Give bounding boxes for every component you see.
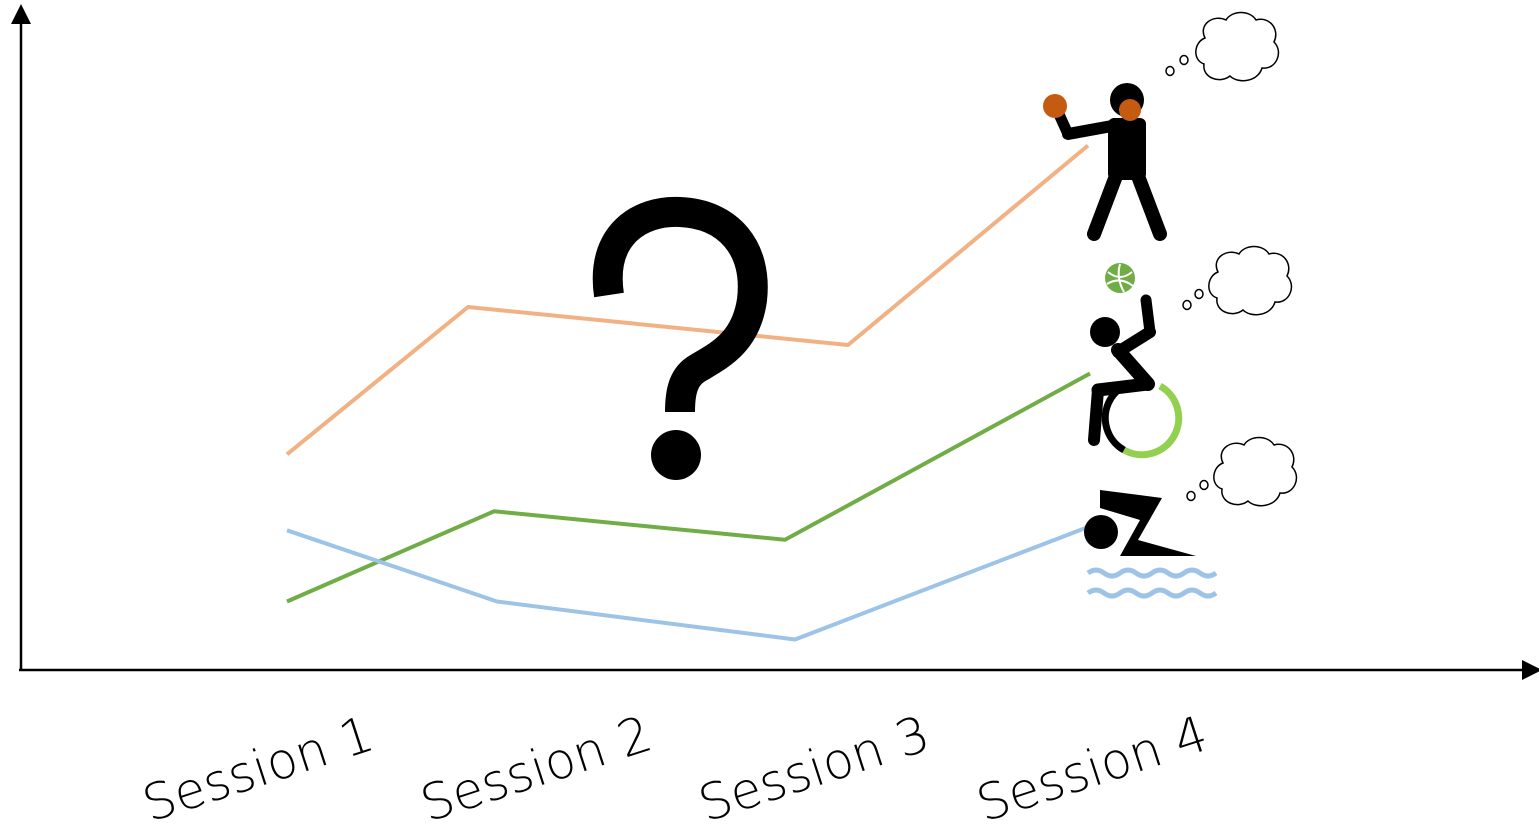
series-line-3 (286, 523, 1093, 642)
thought-bubble-icon (1186, 436, 1298, 507)
x-tick-label-4: Session 4 (970, 705, 1215, 832)
wheelchair-volleyball-icon (1088, 263, 1183, 459)
swimmer-icon (1084, 490, 1218, 599)
series-line-2 (286, 371, 1091, 604)
x-tick-label-3: Session 3 (692, 705, 937, 832)
thought-bubble-icon (1182, 245, 1293, 316)
x-tick-label-1: Session 1 (136, 705, 381, 832)
question-mark-icon (592, 196, 768, 480)
thought-bubble-icon (1165, 11, 1280, 82)
series-line-1 (285, 143, 1090, 456)
boxer-icon (1043, 83, 1167, 241)
series-layer (285, 143, 1093, 642)
x-tick-label-2: Session 2 (414, 705, 659, 832)
